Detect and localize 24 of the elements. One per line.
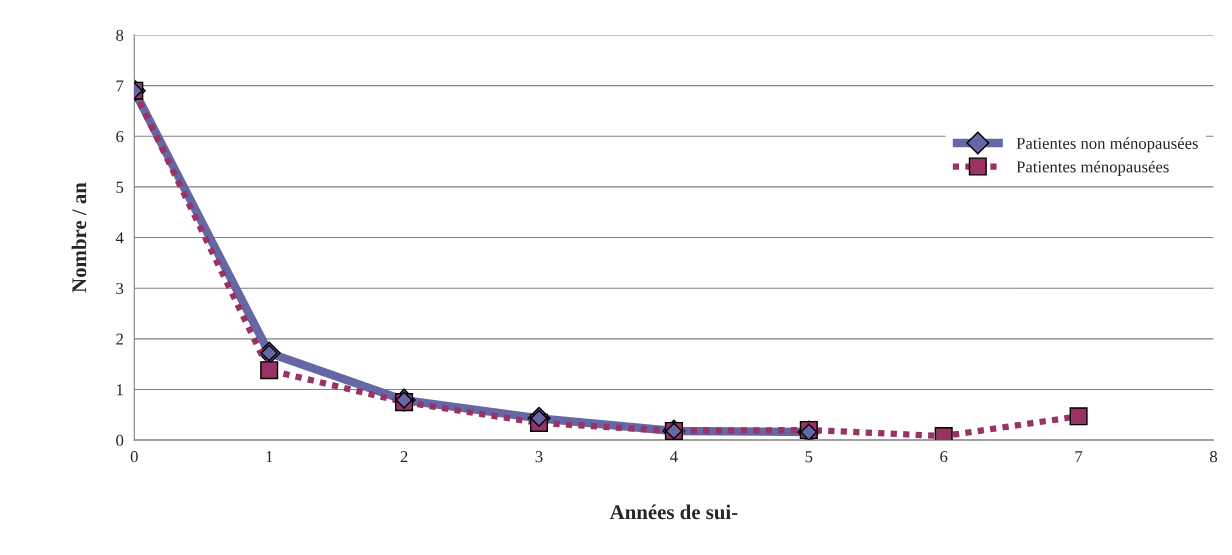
x-tick-label: 1 (266, 451, 273, 463)
y-tick-label: 3 (116, 282, 124, 295)
y-axis-title: Nombre / an (71, 182, 87, 293)
y-tick-label: 8 (116, 29, 124, 41)
y-tick-label: 7 (116, 80, 124, 92)
y-tick-label: 5 (116, 181, 124, 193)
x-tick-label: 8 (1209, 451, 1218, 463)
x-tick-label: 4 (670, 451, 678, 463)
point (260, 361, 279, 380)
x-tick-label: 5 (805, 451, 813, 463)
legend-label: Patientes ménopausées (1016, 160, 1169, 176)
y-tick-label: 1 (117, 384, 123, 396)
x-tick-label: 6 (940, 451, 948, 463)
y-tick-label: 2 (116, 333, 123, 345)
y-tick-label: 4 (115, 232, 124, 244)
x-tick-label: 3 (535, 451, 543, 463)
y-tick-label: 0 (116, 434, 124, 447)
x-axis-title: Années de sui- (609, 504, 738, 520)
x-tick-label: 2 (400, 451, 408, 463)
y-tick-label: 6 (116, 131, 124, 143)
point (1069, 407, 1088, 426)
x-tick-label: 0 (130, 451, 138, 463)
legend-label: Patientes non ménopausées (1016, 137, 1198, 153)
x-tick-label: 7 (1075, 451, 1083, 463)
